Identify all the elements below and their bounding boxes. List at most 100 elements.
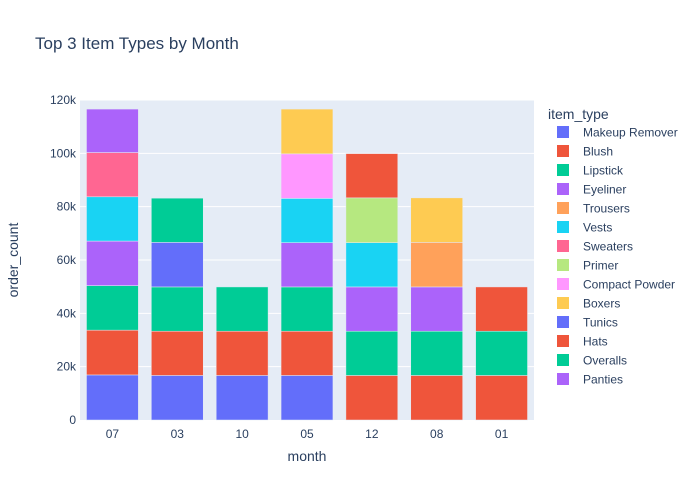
legend-label: Sweaters (583, 240, 633, 254)
legend-item-trousers[interactable]: Trousers (557, 202, 630, 216)
legend-item-compact-powder[interactable]: Compact Powder (557, 278, 675, 292)
bar-03-overalls[interactable] (151, 286, 204, 332)
bar-05-compact-powder[interactable] (280, 153, 334, 199)
legend-swatch (557, 202, 569, 214)
bar-12-hats[interactable] (345, 375, 399, 421)
legend-swatch (557, 373, 569, 385)
legend-label: Overalls (583, 354, 627, 368)
legend-label: Blush (583, 145, 613, 159)
bar-05-hats[interactable] (280, 330, 334, 376)
legend-item-primer[interactable]: Primer (557, 259, 618, 273)
bar-03-hats[interactable] (151, 330, 204, 376)
x-axis-label: month (288, 448, 327, 464)
legend-label: Eyeliner (583, 183, 626, 197)
bar-07-sweaters[interactable] (86, 152, 139, 198)
bar-07-blush[interactable] (86, 329, 139, 376)
bar-03-tunics[interactable] (151, 242, 204, 288)
x-tick-label: 07 (106, 427, 120, 441)
bar-10-makeup-remover[interactable] (215, 375, 269, 421)
bar-12-vests[interactable] (345, 242, 399, 288)
bar-05-panties[interactable] (280, 242, 334, 288)
x-tick-label: 03 (171, 427, 185, 441)
bar-05-vests[interactable] (280, 198, 334, 243)
bar-08-trousers[interactable] (410, 242, 463, 288)
bar-05-overalls[interactable] (280, 286, 334, 332)
legend-swatch (557, 164, 569, 176)
y-tick-label: 120k (50, 93, 77, 107)
x-tick-label: 10 (235, 427, 249, 441)
legend: item_type Makeup Remover Blush Lipstick Eye… (548, 106, 678, 387)
bar-08-boxers[interactable] (410, 197, 463, 243)
bar-12-hats[interactable] (345, 153, 399, 199)
legend-item-hats[interactable]: Hats (557, 335, 608, 349)
legend-swatch (557, 145, 569, 157)
legend-swatch (557, 221, 569, 233)
legend-label: Makeup Remover (583, 126, 678, 140)
legend-swatch (557, 183, 569, 195)
bar-07-vests[interactable] (86, 196, 139, 242)
y-tick-label: 60k (57, 253, 77, 267)
x-tick-labels: 07 03 10 05 12 08 01 (106, 427, 509, 441)
x-tick-label: 05 (300, 427, 314, 441)
y-tick-labels: 0 20k 40k 60k 80k 100k 120k (50, 93, 77, 427)
legend-item-lipstick[interactable]: Lipstick (557, 164, 624, 178)
bar-12-primer[interactable] (345, 197, 399, 243)
bar-08-hats[interactable] (410, 375, 463, 421)
legend-item-makeup-remover[interactable]: Makeup Remover (557, 126, 678, 140)
legend-label: Vests (583, 221, 612, 235)
legend-swatch (557, 335, 569, 347)
y-tick-label: 100k (50, 146, 77, 160)
bar-01-hats[interactable] (475, 375, 528, 421)
legend-label: Lipstick (583, 164, 624, 178)
bar-07-panties[interactable] (86, 108, 139, 153)
legend-item-eyeliner[interactable]: Eyeliner (557, 183, 626, 197)
legend-swatch (557, 259, 569, 271)
legend-item-tunics[interactable]: Tunics (557, 316, 618, 330)
bar-05-boxers[interactable] (280, 108, 334, 155)
bar-05-makeup-remover[interactable] (280, 375, 334, 421)
legend-label: Tunics (583, 316, 618, 330)
bar-07-eyeliner[interactable] (86, 240, 139, 286)
legend-item-blush[interactable]: Blush (557, 145, 613, 159)
bar-01-hats[interactable] (475, 286, 528, 332)
bar-07-lipstick[interactable] (86, 285, 139, 331)
y-tick-label: 40k (57, 306, 77, 320)
legend-label: Trousers (583, 202, 630, 216)
y-tick-label: 20k (57, 360, 77, 374)
legend-label: Panties (583, 373, 623, 387)
bar-01-overalls[interactable] (475, 330, 528, 376)
legend-swatch (557, 354, 569, 366)
x-tick-label: 08 (430, 427, 444, 441)
legend-label: Boxers (583, 297, 620, 311)
legend-swatch (557, 126, 569, 138)
bar-03-makeup-remover[interactable] (151, 375, 204, 421)
legend-swatch (557, 278, 569, 290)
legend-swatch (557, 240, 569, 252)
legend-item-overalls[interactable]: Overalls (557, 354, 627, 368)
x-tick-label: 01 (495, 427, 509, 441)
bar-10-overalls[interactable] (215, 286, 269, 332)
bar-12-panties[interactable] (345, 286, 399, 332)
bar-08-panties[interactable] (410, 286, 463, 332)
legend-label: Compact Powder (583, 278, 675, 292)
bars (86, 108, 528, 421)
bar-10-hats[interactable] (215, 330, 269, 376)
legend-item-boxers[interactable]: Boxers (557, 297, 620, 311)
legend-label: Hats (583, 335, 608, 349)
bar-03-overalls[interactable] (151, 197, 204, 243)
bar-12-overalls[interactable] (345, 330, 399, 376)
legend-swatch (557, 316, 569, 328)
y-tick-label: 0 (69, 413, 76, 427)
y-tick-label: 80k (57, 200, 77, 214)
legend-title: item_type (548, 106, 609, 122)
legend-item-vests[interactable]: Vests (557, 221, 612, 235)
legend-swatch (557, 297, 569, 309)
bar-07-makeup-remover[interactable] (86, 374, 139, 421)
bar-08-overalls[interactable] (410, 330, 463, 376)
legend-item-sweaters[interactable]: Sweaters (557, 240, 633, 254)
y-axis-label: order_count (5, 223, 21, 298)
legend-item-panties[interactable]: Panties (557, 373, 623, 387)
x-tick-label: 12 (365, 427, 379, 441)
